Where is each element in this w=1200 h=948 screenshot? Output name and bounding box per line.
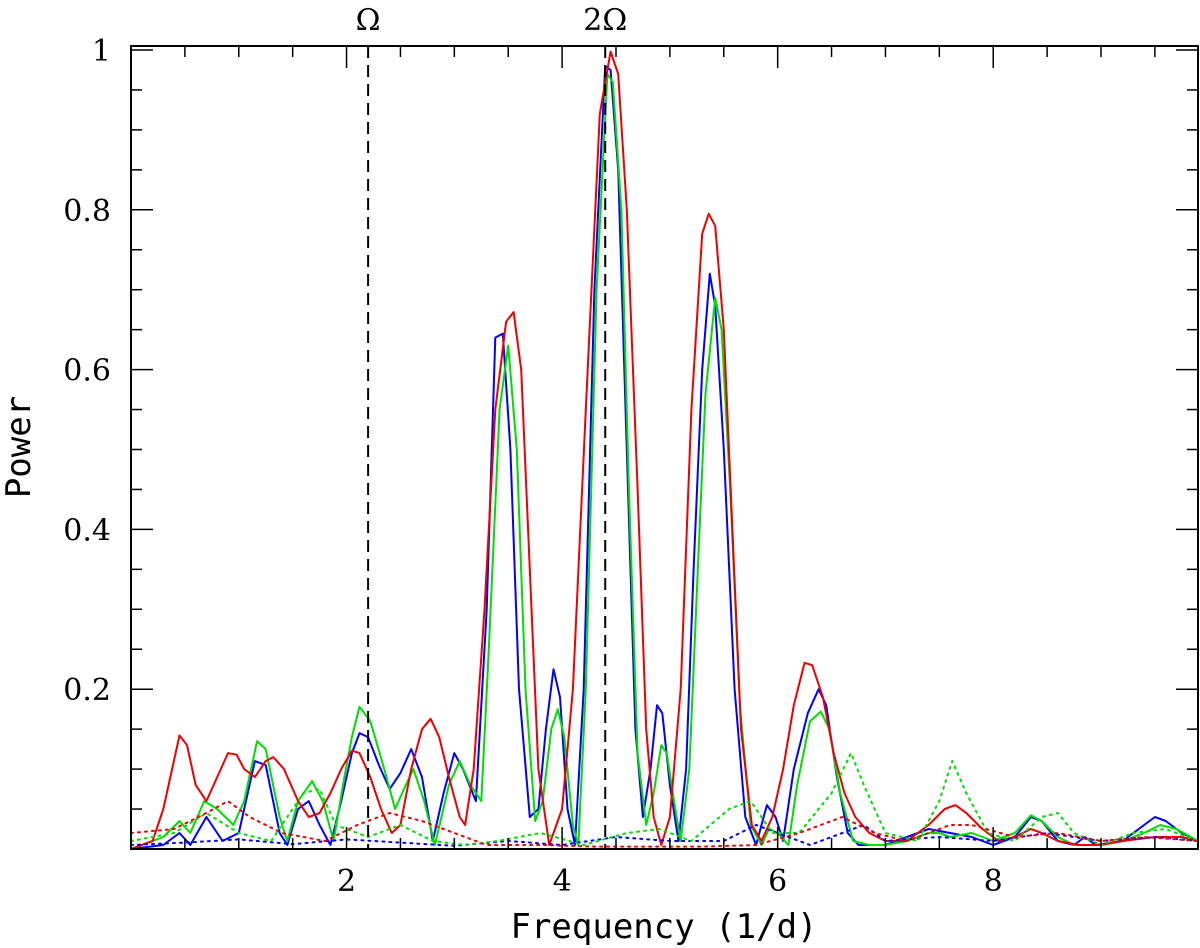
x-tick-label: 2 xyxy=(337,864,356,899)
y-tick-label: 0.2 xyxy=(63,673,111,708)
axis-ticks xyxy=(130,46,1198,849)
y-tick-label: 0.8 xyxy=(63,194,111,229)
series-layer xyxy=(131,50,1198,849)
x-tick-label: 8 xyxy=(984,864,1003,899)
marker-label-1: 2Ω xyxy=(583,3,627,38)
marker-label-0: Ω xyxy=(356,3,381,38)
x-tick-label: 6 xyxy=(768,864,787,899)
tick-labels: 2 4 6 8 0.2 0.4 0.6 0.8 1 xyxy=(63,34,1002,899)
x-axis-title: Frequency (1/d) xyxy=(510,907,817,947)
y-tick-label: 0.6 xyxy=(63,354,111,389)
plot-frame xyxy=(130,45,1199,850)
y-axis-title: Power xyxy=(0,396,39,498)
series-line-dotted-4 xyxy=(131,752,1198,846)
y-tick-label: 1 xyxy=(92,34,111,69)
x-tick-label: 4 xyxy=(553,864,572,899)
y-tick-label: 0.4 xyxy=(63,513,111,548)
marker-lines: Ω 2Ω xyxy=(356,3,627,849)
series-line-solid-2 xyxy=(131,50,1198,849)
series-line-solid-0 xyxy=(131,65,1198,849)
